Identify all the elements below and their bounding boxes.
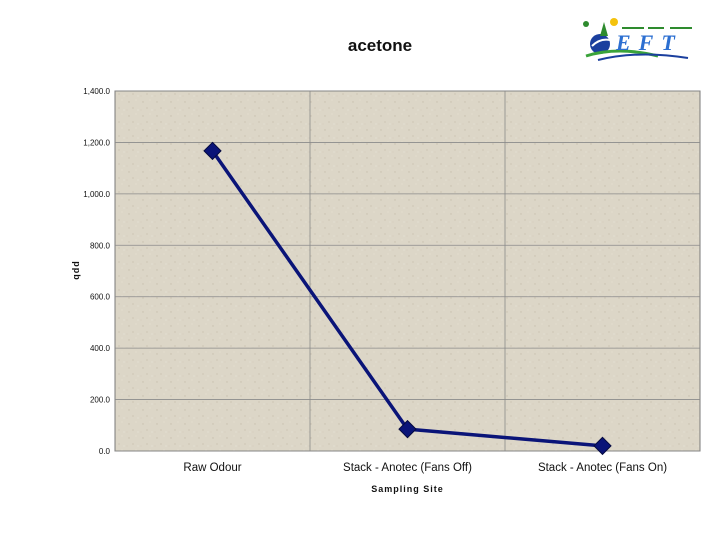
x-tick-label: Raw Odour (183, 462, 241, 474)
plot-background (114, 90, 701, 452)
y-axis-title: ppb (72, 261, 82, 281)
data-point (398, 419, 417, 439)
x-axis: Raw Odour Stack - Anotec (Fans Off) Stack … (183, 462, 667, 474)
y-tick-label: 800.0 (90, 241, 111, 250)
logo-text: EFT (615, 30, 683, 55)
y-axis: 0.0 200.0 400.0 600.0 800.0 1,000.0 1,200.0 1,4… (83, 87, 110, 456)
y-tick-label: 1,200.0 (83, 138, 110, 147)
eft-logo: EFT (578, 16, 708, 62)
plot-area (114, 90, 701, 452)
data-point (203, 141, 222, 161)
y-tick-label: 400.0 (90, 344, 111, 353)
eft-logo-icon: EFT (583, 18, 692, 61)
x-tick-label: Stack - Anotec (Fans On) (538, 462, 667, 474)
data-point (593, 436, 612, 456)
y-tick-label: 200.0 (90, 396, 111, 405)
series-layer (203, 141, 612, 456)
y-tick-label: 1,000.0 (83, 190, 110, 199)
gridlines (115, 90, 700, 452)
x-axis-title: Sampling Site (371, 484, 444, 494)
y-tick-label: 1,400.0 (83, 87, 110, 96)
chart-title: acetone (347, 36, 413, 55)
y-tick-label: 600.0 (90, 293, 111, 302)
y-tick-label: 0.0 (99, 447, 111, 456)
x-tick-label: Stack - Anotec (Fans Off) (343, 462, 472, 474)
